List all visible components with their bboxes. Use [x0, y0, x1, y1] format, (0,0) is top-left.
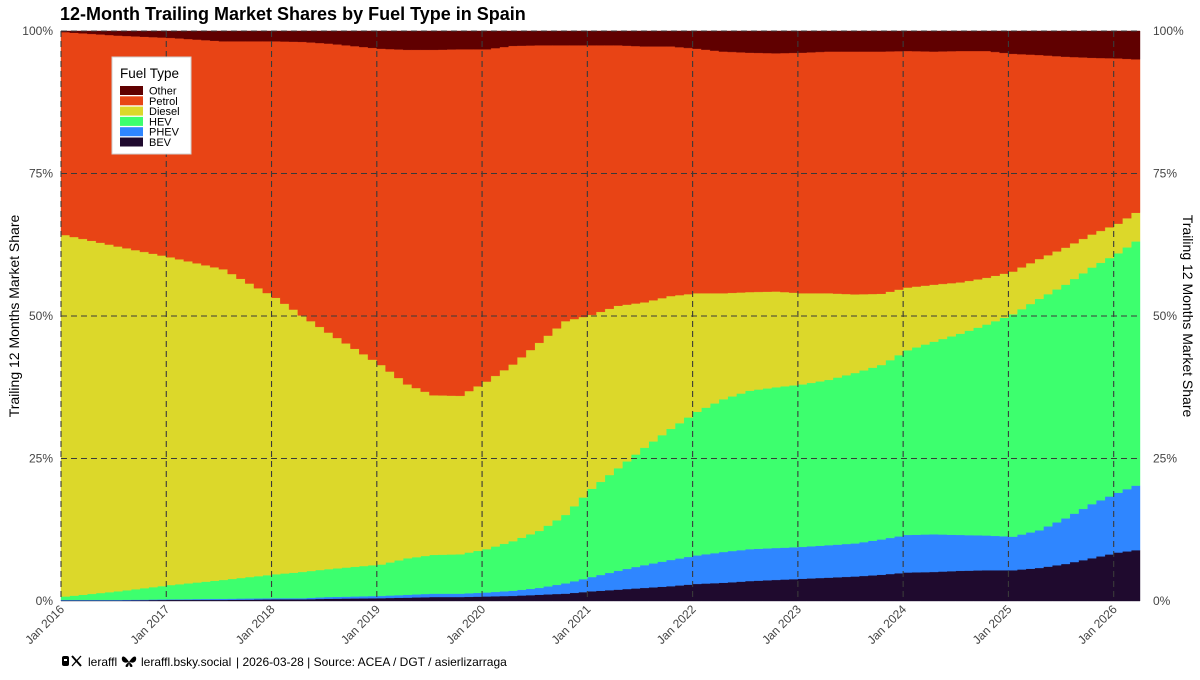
x-tick-label: Jan 2022 — [654, 602, 699, 647]
legend-label-diesel: Diesel — [149, 106, 180, 118]
legend-swatch-hev — [120, 116, 143, 126]
y-tick-label-left: 0% — [36, 594, 54, 608]
y-axis-right: 0% 25% 50% 75% 100% — [1153, 24, 1184, 608]
y-tick-label-right: 0% — [1153, 594, 1171, 608]
y-tick-label-right: 100% — [1153, 24, 1184, 38]
y-tick-label-left: 100% — [22, 24, 53, 38]
legend-box — [111, 56, 192, 155]
x-tick-label: Jan 2018 — [233, 602, 278, 647]
y-axis-left: 0% 25% 50% 75% 100% — [22, 24, 53, 608]
footer-handle: leraffl — [88, 655, 117, 669]
area-layers — [60, 30, 1141, 602]
x-tick-label: Jan 2024 — [864, 602, 909, 647]
footer-source: | 2026-03-28 | Source: ACEA / DGT / asie… — [236, 655, 507, 669]
legend-label-other: Other — [149, 86, 177, 98]
footer-bluesky: leraffl.bsky.social — [141, 655, 231, 669]
y-tick-label-right: 25% — [1153, 452, 1177, 466]
x-axis: Jan 2016 Jan 2017 Jan 2018 Jan 2019 Jan 2020… — [22, 602, 1120, 647]
legend-label-bev: BEV — [149, 137, 172, 149]
threads-icon — [62, 656, 69, 666]
legend-swatch-diesel — [120, 106, 143, 116]
x-tick-label: Jan 2023 — [759, 602, 804, 647]
x-tick-label: Jan 2016 — [22, 602, 67, 647]
footer: leraffl leraffl.bsky.social | 2026-03-28… — [62, 655, 507, 669]
grid-lines — [60, 30, 1140, 601]
y-tick-label-left: 50% — [29, 309, 53, 323]
x-tick-label: Jan 2020 — [443, 602, 488, 647]
y-tick-label-left: 25% — [29, 452, 53, 466]
chart-title: 12-Month Trailing Market Shares by Fuel … — [60, 4, 526, 24]
x-tick-label: Jan 2017 — [128, 602, 173, 647]
legend-swatch-other — [120, 86, 143, 95]
x-tick-label: Jan 2019 — [338, 602, 383, 647]
y-axis-label-left: Trailing 12 Months Market Share — [6, 215, 22, 418]
legend-title: Fuel Type — [120, 66, 179, 81]
x-tick-label: Jan 2025 — [970, 602, 1015, 647]
legend-label-phev: PHEV — [149, 127, 180, 139]
legend-label-hev: HEV — [149, 116, 172, 128]
y-tick-label-left: 75% — [29, 167, 53, 181]
y-tick-label-right: 50% — [1153, 309, 1177, 323]
legend-swatch-bev — [120, 137, 143, 147]
legend-swatch-phev — [120, 127, 143, 137]
y-axis-label-right: Trailing 12 Months Market Share — [1180, 215, 1196, 418]
butterfly-icon — [121, 656, 137, 667]
x-tick-label: Jan 2021 — [549, 602, 594, 647]
y-tick-label-right: 75% — [1153, 167, 1177, 181]
x-tick-label: Jan 2026 — [1075, 602, 1120, 647]
x-icon — [71, 655, 82, 667]
legend-label-petrol: Petrol — [149, 96, 178, 108]
legend-swatch-petrol — [120, 96, 143, 106]
